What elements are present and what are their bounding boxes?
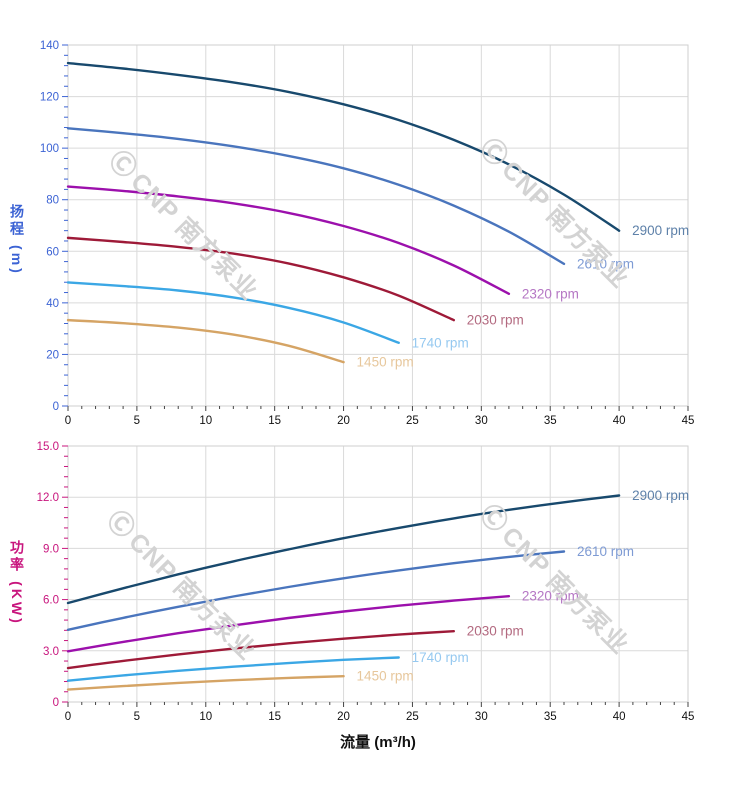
y-tick-label: 6.0 [43,595,59,607]
curve-2030-rpm [66,236,455,322]
x-tick-label: 20 [337,415,350,427]
plot-border [67,44,689,407]
x-tick-label: 0 [65,415,71,427]
power-axis-title: 功率 (KW) [9,540,25,626]
curve-label-2900-rpm: 2900 rpm [632,223,689,238]
x-tick-label: 35 [544,711,557,723]
x-tick-label: 40 [613,415,626,427]
y-tick-label: 120 [40,92,59,104]
x-tick-label: 25 [406,415,419,427]
y-tick-label: 140 [40,40,59,52]
chart-1: 0 5 10 15 20 25 30 35 40 45 0 3.0 6.0 9.0 12.0 15.0 2900… [37,441,695,723]
curve-2610-rpm [66,127,566,266]
curve-label-2320-rpm: 2320 rpm [522,589,579,604]
chart-0: 0 5 10 15 20 25 30 35 40 45 0 20 40 60 80 100 120 140 2900… [40,40,695,427]
head-axis-title: 扬程 (m) [9,204,25,276]
curve-label-2610-rpm: 2610 rpm [577,544,634,559]
y-tick-label: 20 [46,349,59,361]
curve-label-1450-rpm: 1450 rpm [357,669,414,684]
curve-label-2320-rpm: 2320 rpm [522,286,579,301]
y-tick-label: 12.0 [37,492,59,504]
curve-1450-rpm [66,675,345,691]
curve-1450-rpm [66,318,345,364]
gridlines [68,446,688,702]
x-tick-label: 45 [682,415,695,427]
plot-border [67,445,689,703]
curve-2320-rpm [66,595,511,653]
x-tick-label: 15 [268,711,281,723]
x-tick-label: 0 [65,711,71,723]
curve-1740-rpm [66,281,400,344]
flow-axis-title: 流量 (m³/h) [340,734,416,751]
y-tick-label: 9.0 [43,543,59,555]
x-axis-ticks: 0 5 10 15 20 25 30 35 40 45 [65,406,695,427]
curve-2320-rpm [66,185,511,295]
curve-label-1450-rpm: 1450 rpm [357,355,414,370]
x-axis-ticks: 0 5 10 15 20 25 30 35 40 45 [65,702,695,723]
gridlines [68,45,688,406]
curve-2900-rpm [66,61,621,232]
x-tick-label: 10 [199,415,212,427]
x-tick-label: 5 [134,711,140,723]
x-tick-label: 30 [475,711,488,723]
curve-label-2610-rpm: 2610 rpm [577,256,634,271]
curve-label-1740-rpm: 1740 rpm [412,335,469,350]
x-tick-label: 20 [337,711,350,723]
curve-2030-rpm [66,630,455,670]
y-tick-label: 100 [40,143,59,155]
x-tick-label: 10 [199,711,212,723]
curve-label-2030-rpm: 2030 rpm [467,624,524,639]
x-tick-label: 45 [682,711,695,723]
x-tick-label: 5 [134,415,140,427]
curve-1740-rpm [66,656,400,682]
x-tick-label: 25 [406,711,419,723]
y-tick-label: 60 [46,246,59,258]
y-tick-label: 40 [46,298,59,310]
x-tick-label: 40 [613,711,626,723]
y-tick-label: 0 [53,401,59,413]
curve-label-1740-rpm: 1740 rpm [412,650,469,665]
y-tick-label: 3.0 [43,646,59,658]
x-tick-label: 35 [544,415,557,427]
y-tick-label: 80 [46,195,59,207]
y-axis-ticks: 0 3.0 6.0 9.0 12.0 15.0 [37,441,68,709]
y-axis-ticks: 0 20 40 60 80 100 120 140 [40,40,68,413]
curve-label-2030-rpm: 2030 rpm [467,313,524,328]
y-tick-label: 15.0 [37,441,59,453]
x-tick-label: 15 [268,415,281,427]
curve-label-2900-rpm: 2900 rpm [632,488,689,503]
x-tick-label: 30 [475,415,488,427]
curve-2610-rpm [66,550,566,632]
curve-2900-rpm [66,494,621,605]
y-tick-label: 0 [53,697,59,709]
